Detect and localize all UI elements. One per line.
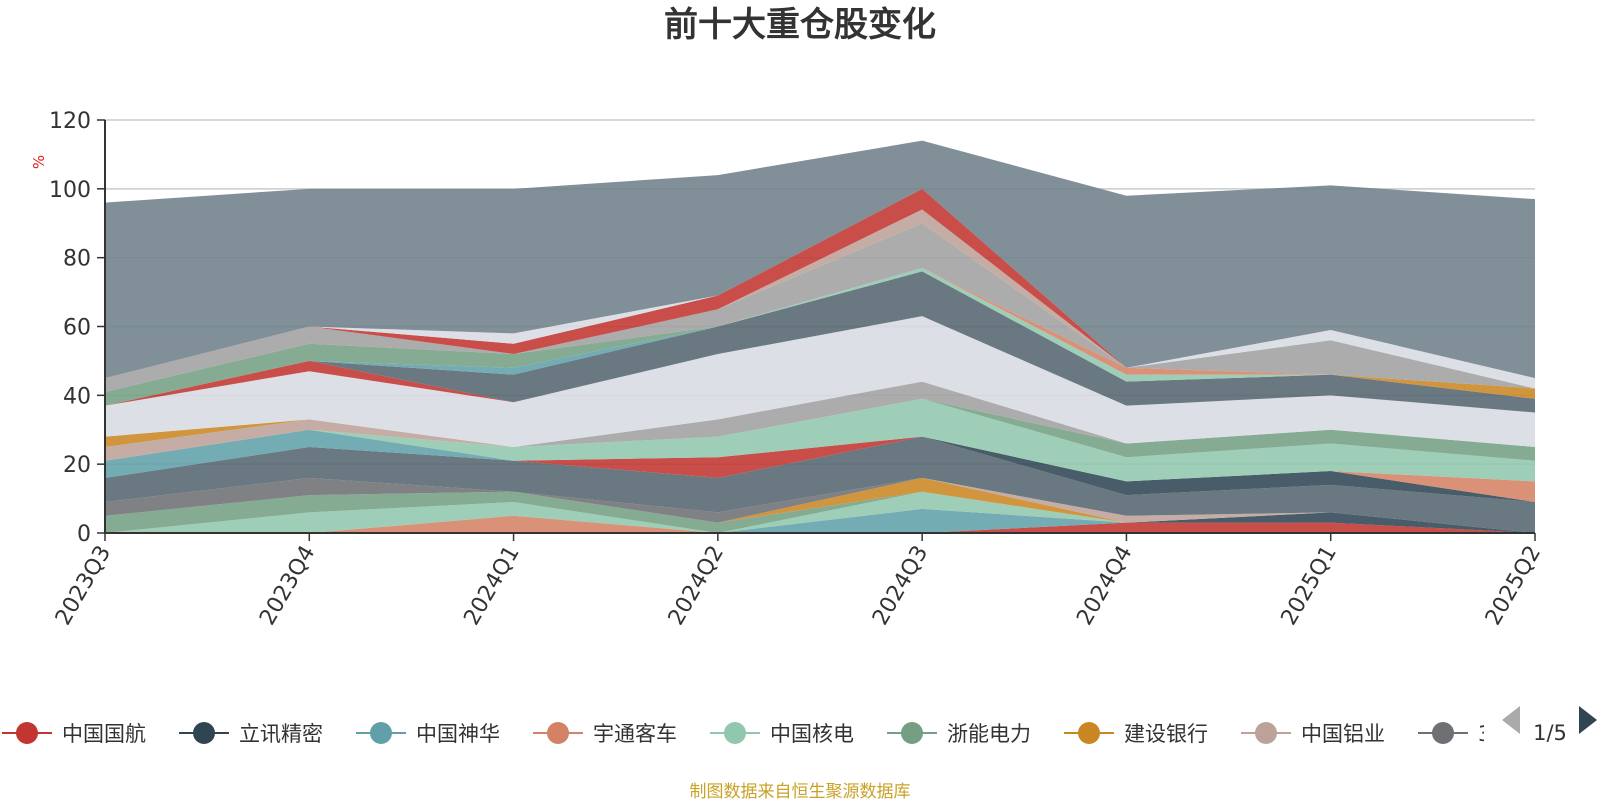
y-tick-label: 60 [63, 316, 91, 341]
y-tick-label: 80 [63, 247, 91, 272]
area-series-1 [105, 512, 1535, 533]
area-series-4 [105, 491, 1535, 533]
legend-item[interactable]: 立讯精密 [179, 722, 323, 746]
area-series-19 [105, 316, 1535, 447]
legend-marker-icon [1078, 722, 1100, 744]
legend-label: 中国核电 [770, 722, 854, 746]
legend-marker-icon [1432, 722, 1454, 744]
y-tick-label: 0 [77, 522, 91, 547]
y-tick-label: 120 [49, 109, 91, 134]
x-tick-label: 2024Q2 [664, 542, 729, 630]
y-tick-label: 20 [63, 453, 91, 478]
legend-label: 中国国航 [62, 722, 146, 746]
legend-marker-icon [547, 722, 569, 744]
y-axis-unit-label: % [30, 155, 48, 169]
legend-next-page-arrow-icon[interactable] [1579, 706, 1597, 734]
legend-item[interactable]: 建设银行 [1064, 722, 1208, 746]
legend-item[interactable]: 中国核电 [710, 722, 854, 746]
area-series-6 [105, 477, 1535, 533]
legend-label: 中国铝业 [1301, 722, 1385, 746]
area-series-5 [105, 491, 1535, 533]
legend-label: 中国神华 [416, 722, 500, 746]
legend-label: 浙能电力 [947, 722, 1031, 746]
legend-prev-page-arrow-icon[interactable] [1502, 706, 1520, 734]
legend-pager: 1/5 [1502, 706, 1597, 745]
legend-marker-icon [1255, 722, 1277, 744]
legend-item[interactable]: 浙能电力 [887, 722, 1031, 746]
x-tick-label: 2025Q2 [1481, 542, 1546, 630]
legend-marker-icon [724, 722, 746, 744]
area-series-30 [105, 188, 1535, 389]
area-series-21 [105, 271, 1535, 413]
x-tick-label: 2024Q4 [1072, 542, 1137, 630]
legend-item[interactable]: 宇通客车 [533, 722, 677, 746]
x-tick-label: 2023Q3 [51, 542, 116, 630]
legend-item[interactable]: 中国国航 [2, 722, 146, 746]
area-series-31 [105, 140, 1535, 379]
legend-marker-icon [193, 722, 215, 744]
legend-item-truncated[interactable]: 3 [1418, 722, 1491, 746]
area-series-9 [105, 436, 1535, 533]
area-series-3 [105, 508, 1535, 533]
area-series-12 [105, 429, 1535, 503]
x-tick-label: 2024Q1 [459, 542, 524, 630]
area-series-8 [105, 477, 1535, 533]
y-tick-label: 40 [63, 384, 91, 409]
legend-item[interactable]: 中国神华 [356, 722, 500, 746]
area-series-15 [105, 398, 1535, 461]
chart-title: 前十大重仓股变化 [664, 5, 936, 45]
legend-marker-icon [16, 722, 38, 744]
legend-marker-icon [370, 722, 392, 744]
data-source-note: 制图数据来自恒生聚源数据库 [690, 782, 911, 800]
x-tick-label: 2025Q1 [1277, 542, 1342, 630]
legend-page-indicator: 1/5 [1533, 721, 1567, 745]
x-tick-label: 2024Q3 [868, 542, 933, 630]
legend-item[interactable]: 中国铝业 [1241, 722, 1385, 746]
x-tick-label: 2023Q4 [255, 542, 320, 630]
legend-marker-icon [901, 722, 923, 744]
legend-label: 建设银行 [1124, 722, 1208, 746]
area-series-17 [105, 381, 1535, 461]
legend-label: 立讯精密 [239, 722, 323, 746]
area-series-group [105, 140, 1535, 533]
area-series-7 [105, 477, 1535, 533]
y-tick-label: 100 [49, 178, 91, 203]
legend-label: 3 [1478, 722, 1491, 746]
legend-label: 宇通客车 [593, 722, 677, 746]
area-series-14 [105, 398, 1535, 482]
legend[interactable]: 中国国航 立讯精密 中国神华 宇通客车 中国核电 浙能电力 建设银行 中国铝业 3 [2, 722, 1491, 746]
area-series-27 [105, 223, 1535, 392]
area-series-0 [105, 522, 1535, 533]
